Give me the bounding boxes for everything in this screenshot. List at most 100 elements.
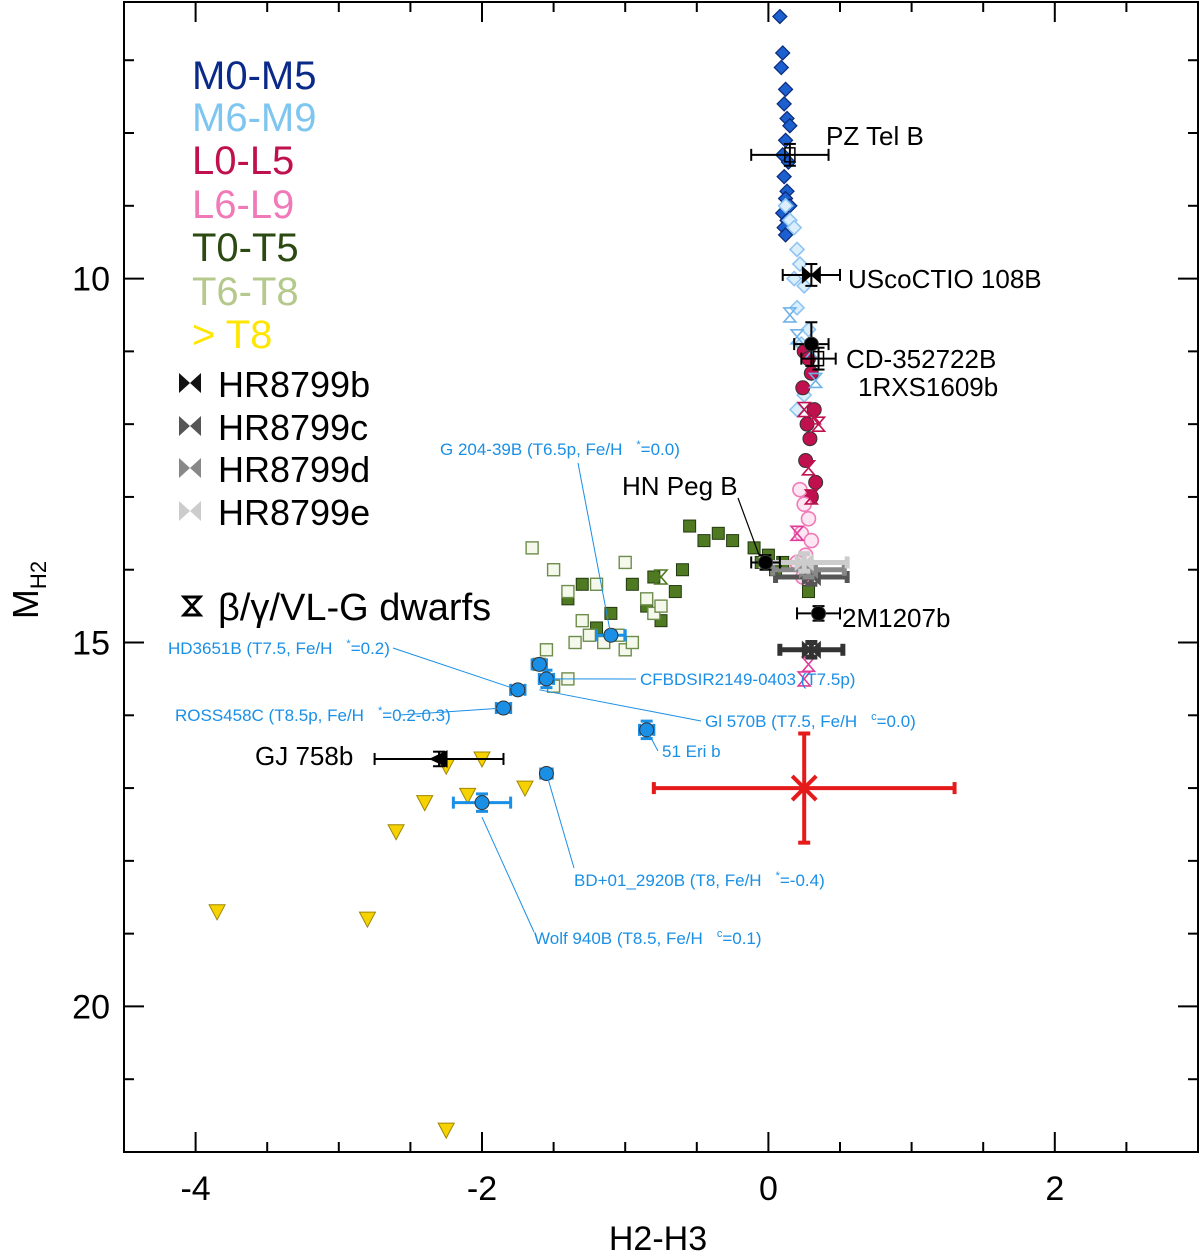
point--t8 <box>437 1122 456 1140</box>
legend-label-t6t8: T6-T8 <box>192 270 299 314</box>
point-m0-m5 <box>772 8 788 25</box>
annotation-label: BD+01_2920B (T8, Fe/H *=-0.4) <box>574 870 825 890</box>
annotation-leader <box>481 816 535 933</box>
companion-label: PZ Tel B <box>826 121 924 151</box>
vlg-dwarf-point <box>789 329 805 345</box>
vlg-dwarf-point <box>803 489 820 505</box>
legend-label-l0l5: L0-L5 <box>192 139 294 183</box>
legend-label-l6l9: L6-L9 <box>192 183 294 227</box>
vlg-dwarf-point <box>806 409 822 425</box>
companion-point <box>803 336 819 352</box>
hr8799-point <box>810 640 821 659</box>
companion-point <box>758 554 774 570</box>
legend-bowtie-icon <box>190 501 201 521</box>
legend-bowtie-icon <box>190 416 201 436</box>
point-l6-l9 <box>800 510 817 527</box>
target-marker <box>790 774 818 802</box>
point-t6-t8 <box>539 643 554 657</box>
point-l0-l5 <box>808 474 824 490</box>
annotations: PZ Tel B UScoCTIO 108B CD-352722B1RXS1609b… <box>168 121 1042 948</box>
legend-bowtie-icon <box>179 373 190 393</box>
companion-point <box>428 750 448 768</box>
companion-point <box>801 265 813 285</box>
annotation-label: 51 Eri b <box>662 742 721 761</box>
annotation-leader <box>392 647 518 691</box>
companion-label: HN Peg B <box>622 471 738 501</box>
point-t6-t8 <box>561 584 575 599</box>
point-t0-t5 <box>711 526 725 540</box>
point-t6-t8 <box>654 599 668 613</box>
companion-label: CD-352722B <box>846 344 996 374</box>
point-m0-m5 <box>776 168 793 185</box>
point-t0-t5 <box>697 534 711 548</box>
annotation-label: ROSS458C (T8.5p, Fe/H *=0.2-0.3) <box>175 705 451 725</box>
point-m6-m9 <box>788 241 806 258</box>
point-l0-l5 <box>802 431 818 447</box>
point-t0-t5 <box>668 585 682 599</box>
companion-label: UScoCTIO 108B <box>848 264 1042 294</box>
legend-bowtie-icon <box>190 458 201 478</box>
y-axis-label-main: M <box>5 589 46 619</box>
point-m0-m5 <box>776 96 793 112</box>
point-t0-t5 <box>726 534 740 548</box>
x-tick-label: 2 <box>1045 1170 1064 1208</box>
point-m0-m5 <box>777 227 794 243</box>
x-axis-label: H2-H3 <box>609 1220 707 1256</box>
vlg-dwarf-point <box>800 460 817 476</box>
point--t8 <box>358 911 377 929</box>
y-tick-label: 15 <box>72 625 110 663</box>
companion-label: 2M1207b <box>842 603 950 633</box>
vlg-dwarf-point <box>796 401 812 418</box>
annotation-label: CFBDSIR2149-0403 (T7.5p) <box>640 670 855 689</box>
annotation-leader <box>539 689 702 722</box>
annotation-leader <box>646 729 659 752</box>
companion-point <box>784 147 796 163</box>
point-m0-m5 <box>782 117 798 134</box>
x-tick-label: -4 <box>180 1170 210 1208</box>
legend-label-hr8799: HR8799b <box>218 364 370 405</box>
legend-label-m0m5: M0-M5 <box>192 54 316 98</box>
x-tick-label: -2 <box>467 1170 497 1208</box>
legend-bowtie-icon <box>179 501 190 521</box>
point--t8 <box>458 787 477 805</box>
hn-peg-leader <box>737 497 761 557</box>
vlg-dwarf-point <box>653 569 669 585</box>
point-t0-t5 <box>675 563 689 577</box>
annotation-leader <box>399 707 504 716</box>
point-t0-t5 <box>625 577 639 591</box>
point--t8 <box>415 795 434 812</box>
point-t6-t8 <box>582 628 597 642</box>
hr8799-point <box>794 553 805 572</box>
y-tick-label: 20 <box>72 988 110 1026</box>
point-t6-t8 <box>639 592 654 606</box>
point--t8 <box>516 780 534 798</box>
point-t0-t5 <box>604 606 618 620</box>
legend-hourglass-icon <box>180 595 204 617</box>
data-marks <box>208 8 957 1140</box>
x-tick-label: 0 <box>759 1170 778 1208</box>
vlg-dwarf-point <box>789 525 805 542</box>
point-t6-t8 <box>546 563 561 577</box>
annotation-label: Wolf 940B (T8.5, Fe/H c=0.1) <box>534 928 762 948</box>
axis-tick-labels: -4 -2 0 2 10 15 20 <box>72 261 1064 1208</box>
legend-label-hr8799: HR8799c <box>218 407 368 448</box>
companion-point <box>811 605 827 621</box>
point-t0-t5 <box>575 577 589 591</box>
companion-label: GJ 758b <box>255 741 353 771</box>
point-t6-t8 <box>589 577 604 591</box>
point-known-t-dwarfs <box>531 656 547 672</box>
point-m6-m9 <box>786 219 803 236</box>
point-l0-l5 <box>795 380 811 396</box>
point-m6-m9 <box>777 197 794 214</box>
point-l6-l9 <box>803 532 820 549</box>
annotation-label: Gl 570B (T7.5, Fe/H c=0.0) <box>705 711 916 731</box>
vlg-dwarf-point <box>807 372 824 389</box>
point-t6-t8 <box>525 541 539 555</box>
legend-label-hr8799: HR8799e <box>218 492 370 533</box>
legend-label-vlg: β/γ/VL-G dwarfs <box>218 587 491 629</box>
y-tick-label: 10 <box>72 261 110 299</box>
vlg-dwarf-point <box>810 416 827 432</box>
legend-bowtie-icon <box>179 458 190 478</box>
